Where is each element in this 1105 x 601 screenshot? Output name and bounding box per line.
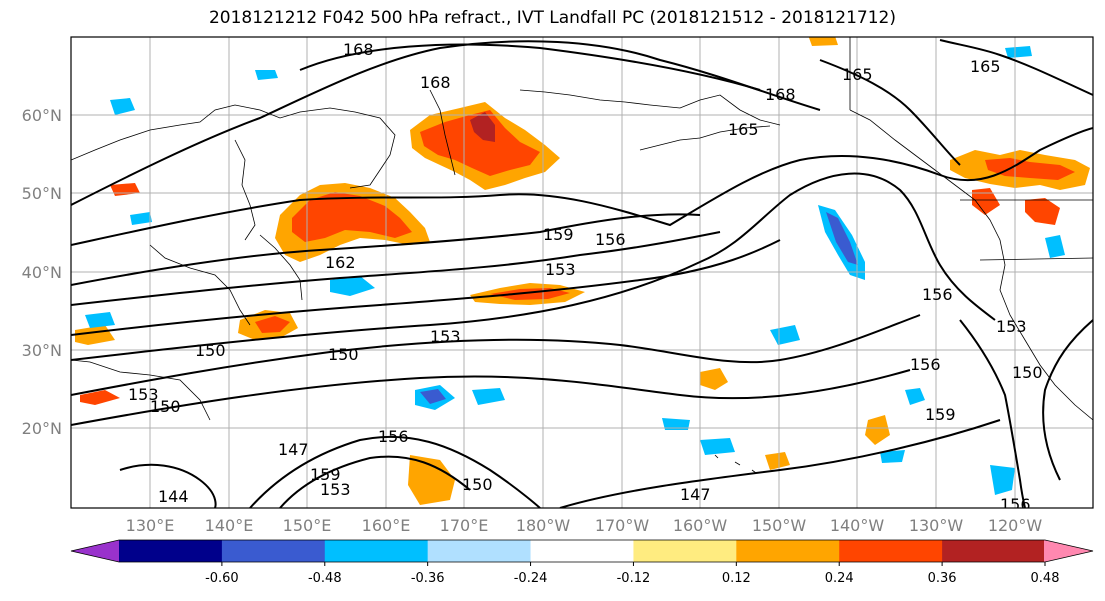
colorbar-tick-label: -0.60 xyxy=(205,571,239,586)
lon-label: 180°W xyxy=(516,516,571,535)
contour-label: 168 xyxy=(420,73,451,92)
contour-label: 150 xyxy=(328,345,359,364)
contour-label: 153 xyxy=(320,480,351,499)
colorbar-tick-label: -0.12 xyxy=(617,571,651,586)
contour-label: 165 xyxy=(970,57,1001,76)
colorbar-segment xyxy=(221,540,326,562)
map-frame xyxy=(70,36,1094,509)
contour-label: 153 xyxy=(128,385,159,404)
lon-label: 140°W xyxy=(830,516,885,535)
coastlines xyxy=(71,37,1093,474)
lon-label: 120°W xyxy=(988,516,1043,535)
contour-label: 156 xyxy=(1000,495,1031,514)
contour-label: 168 xyxy=(343,40,374,59)
colorbar-segment xyxy=(324,540,429,562)
contour-label: 147 xyxy=(680,485,711,504)
lat-label: 20°N xyxy=(22,419,62,438)
contour-label: 156 xyxy=(922,285,953,304)
contour-label: 156 xyxy=(378,427,409,446)
lon-label: 170°W xyxy=(595,516,650,535)
colorbar-tick-label: -0.24 xyxy=(514,571,548,586)
contour-label: 153 xyxy=(545,260,576,279)
lon-label: 160°W xyxy=(673,516,728,535)
lon-label: 150°W xyxy=(752,516,807,535)
colorbar-outline xyxy=(70,539,1094,563)
contour-label: 156 xyxy=(595,230,626,249)
lat-label: 60°N xyxy=(22,106,62,125)
colorbar-tick-label: -0.36 xyxy=(411,571,445,586)
contour-label: 150 xyxy=(462,475,493,494)
contour-label: 165 xyxy=(842,65,873,84)
lon-label: 130°W xyxy=(909,516,964,535)
contour-label: 162 xyxy=(325,253,356,272)
lon-label: 130°E xyxy=(126,516,175,535)
map-title: 2018121212 F042 500 hPa refract., IVT La… xyxy=(208,8,896,28)
colorbar-segment xyxy=(942,540,1046,562)
colorbar: -0.60 -0.48 -0.36 -0.24 -0.12 0.12 0.24 0.36 0.4… xyxy=(70,539,1094,586)
lon-label: 150°E xyxy=(283,516,332,535)
contour-label: 159 xyxy=(310,465,341,484)
contour-label: 150 xyxy=(150,397,181,416)
colorbar-tick-label: 0.12 xyxy=(722,571,751,586)
colorbar-segment xyxy=(736,540,840,562)
contour-label: 144 xyxy=(158,487,189,506)
colorbar-extend-low xyxy=(71,540,120,562)
colorbar-tick-label: 0.48 xyxy=(1031,571,1060,586)
lon-label: 140°E xyxy=(205,516,254,535)
contour-label: 159 xyxy=(925,405,956,424)
longitude-labels: 130°E 140°E 150°E 160°E 170°E 180°W 170°… xyxy=(126,516,1043,535)
negative-anomaly-shading xyxy=(85,46,1065,495)
contour-label: 165 xyxy=(728,120,759,139)
colorbar-segment xyxy=(427,540,532,562)
contour-labels: 168 168 165 165 168 165 159 156 162 153 … xyxy=(128,40,1043,514)
gridlines xyxy=(71,37,1093,508)
latitude-labels: 60°N 50°N 40°N 30°N 20°N xyxy=(22,106,62,438)
lat-label: 40°N xyxy=(22,263,62,282)
colorbar-segment xyxy=(839,540,943,562)
lat-label: 50°N xyxy=(22,184,62,203)
colorbar-extend-high xyxy=(1044,540,1093,562)
colorbar-segment xyxy=(119,540,223,562)
colorbar-segment xyxy=(530,540,634,562)
contour-label: 153 xyxy=(430,327,461,346)
colorbar-tick-label: -0.48 xyxy=(308,571,342,586)
contour-label: 159 xyxy=(543,225,574,244)
colorbar-segment xyxy=(633,540,737,562)
contour-label: 150 xyxy=(1012,363,1043,382)
contour-label: 156 xyxy=(910,355,941,374)
height-contours xyxy=(71,39,1093,508)
colorbar-tick-label: 0.36 xyxy=(928,571,957,586)
lon-label: 160°E xyxy=(362,516,411,535)
contour-label: 168 xyxy=(765,85,796,104)
contour-label: 150 xyxy=(195,341,226,360)
colorbar-tick-label: 0.24 xyxy=(825,571,854,586)
lat-label: 30°N xyxy=(22,341,62,360)
contour-label: 153 xyxy=(996,317,1027,336)
contour-label: 147 xyxy=(278,440,309,459)
lon-label: 170°E xyxy=(440,516,489,535)
